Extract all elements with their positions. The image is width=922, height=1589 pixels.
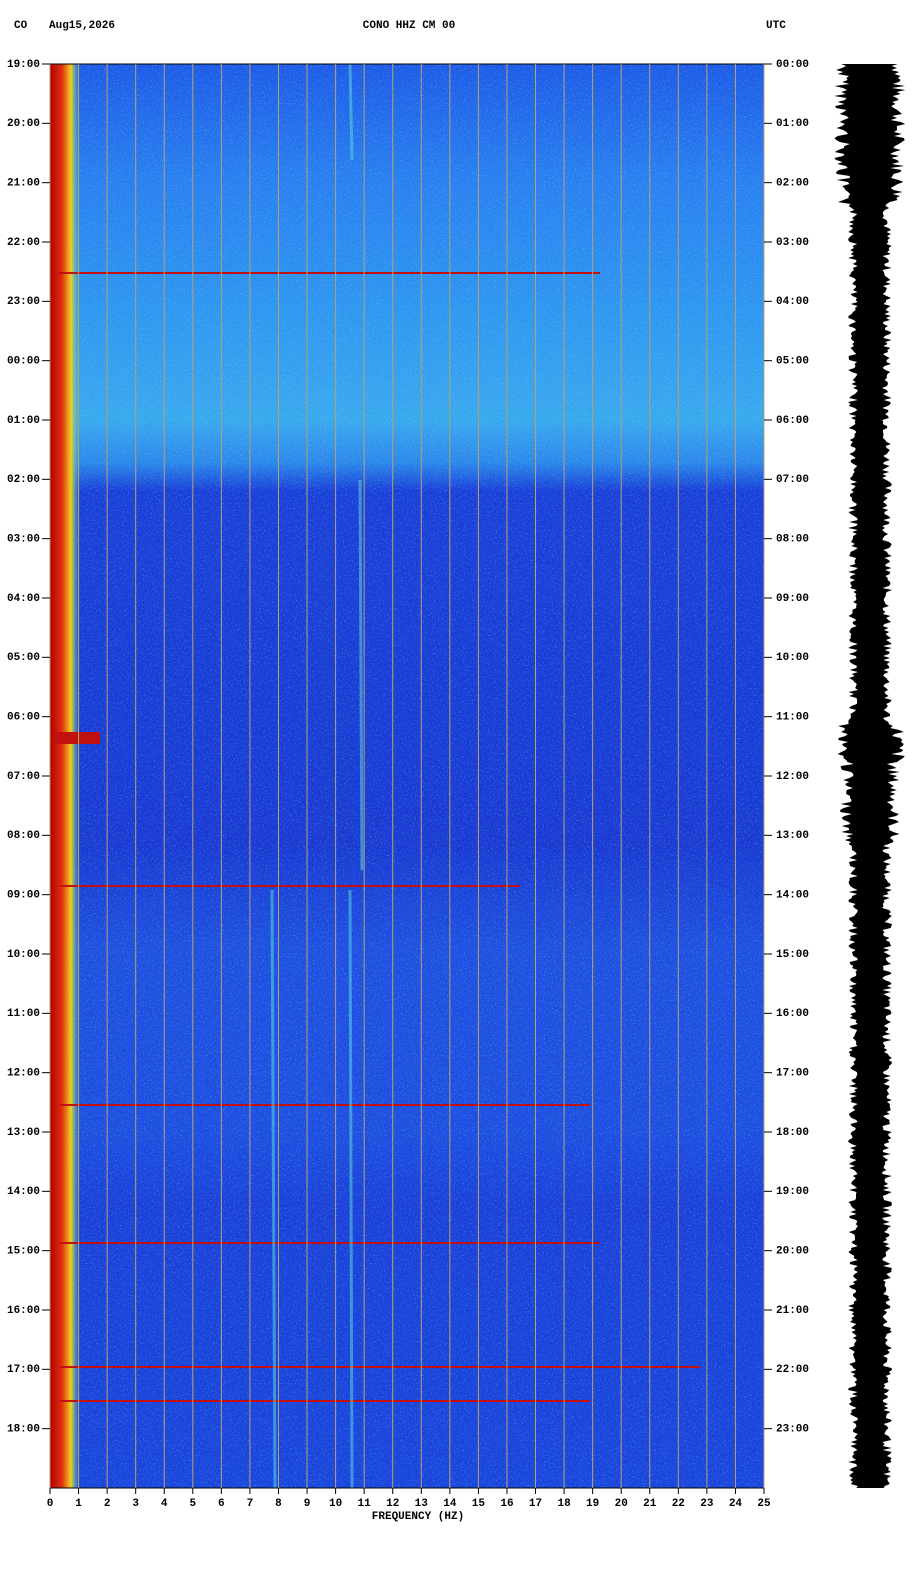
chart-title: CONO HHZ CM 00 [363,20,455,32]
y-tick-label: 02:00 [7,474,40,486]
x-axis-title: FREQUENCY (HZ) [372,1511,464,1523]
y-tick-label: 01:00 [7,415,40,427]
x-tick-label: 15 [472,1498,486,1510]
y2-tick-label: 15:00 [776,949,809,961]
x-tick-label: 20 [615,1498,628,1510]
y2-tick-label: 06:00 [776,415,809,427]
x-tick-label: 22 [672,1498,685,1510]
tremor-lines [270,63,364,1489]
y-tick-label: 22:00 [7,237,40,249]
x-tick-label: 1 [75,1498,82,1510]
y-tick-label: 19:00 [7,59,40,71]
y-tick-label: 09:00 [7,890,40,902]
y-tick-label: 14:00 [7,1186,40,1198]
x-tick-label: 24 [729,1498,743,1510]
x-tick-label: 2 [104,1498,111,1510]
event-lines [55,272,700,1402]
x-tick-label: 25 [757,1498,771,1510]
y2-tick-label: 17:00 [776,1068,809,1080]
y2-tick-label: 20:00 [776,1246,809,1258]
y2-tick-label: 14:00 [776,890,809,902]
x-tick-label: 13 [415,1498,429,1510]
y-tick-label: 18:00 [7,1424,40,1436]
y2-tick-label: 16:00 [776,1008,809,1020]
seismogram-trace [834,64,906,1488]
y-tick-label: 13:00 [7,1127,40,1139]
x-tick-label: 19 [586,1498,599,1510]
y-tick-label: 10:00 [7,949,40,961]
y2-tick-label: 19:00 [776,1186,809,1198]
y2-tick-label: 10:00 [776,652,809,664]
y2-tick-label: 01:00 [776,118,809,130]
x-tick-label: 21 [643,1498,657,1510]
y-tick-label: 06:00 [7,712,40,724]
y2-tick-label: 00:00 [776,59,809,71]
y-tick-label: 03:00 [7,534,40,546]
x-tick-label: 14 [443,1498,457,1510]
spectrogram [50,63,764,1489]
y2-tick-label: 09:00 [776,593,809,605]
y-tick-label: 17:00 [7,1364,40,1376]
x-tick-label: 0 [47,1498,54,1510]
y2-tick-label: 12:00 [776,771,809,783]
low-frequency-band [50,64,80,1488]
y2-tick-label: 07:00 [776,474,809,486]
y2-tick-label: 13:00 [776,830,809,842]
timezone: UTC [766,20,786,32]
y-tick-label: 05:00 [7,652,40,664]
y-tick-label: 04:00 [7,593,40,605]
y-tick-label: 08:00 [7,830,40,842]
y-tick-label: 11:00 [7,1008,40,1020]
x-tick-label: 8 [275,1498,282,1510]
x-tick-label: 3 [132,1498,139,1510]
y2-tick-label: 03:00 [776,237,809,249]
y2-tick-label: 02:00 [776,178,809,190]
y-tick-label: 21:00 [7,178,40,190]
x-tick-label: 9 [304,1498,311,1510]
x-tick-label: 18 [557,1498,571,1510]
y-tick-label: 16:00 [7,1305,40,1317]
y-tick-label: 23:00 [7,296,40,308]
y2-tick-label: 21:00 [776,1305,809,1317]
x-tick-label: 7 [247,1498,254,1510]
x-tick-label: 5 [189,1498,196,1510]
y2-tick-label: 23:00 [776,1424,809,1436]
x-tick-label: 10 [329,1498,342,1510]
y-tick-label: 20:00 [7,118,40,130]
x-tick-label: 12 [386,1498,399,1510]
y2-tick-label: 18:00 [776,1127,809,1139]
y-tick-label: 00:00 [7,356,40,368]
date: Aug15,2026 [49,20,115,32]
x-tick-label: 4 [161,1498,168,1510]
y2-tick-label: 11:00 [776,712,809,724]
x-tick-label: 16 [500,1498,513,1510]
y-tick-label: 07:00 [7,771,40,783]
network: CO [14,20,28,32]
y2-tick-label: 04:00 [776,296,809,308]
y2-tick-label: 22:00 [776,1364,809,1376]
y2-tick-label: 08:00 [776,534,809,546]
x-tick-label: 11 [358,1498,372,1510]
x-tick-label: 23 [700,1498,714,1510]
y2-tick-label: 05:00 [776,356,809,368]
x-tick-label: 17 [529,1498,542,1510]
spectrogram-noise [50,64,764,1488]
y-tick-label: 15:00 [7,1246,40,1258]
x-tick-label: 6 [218,1498,225,1510]
y-tick-label: 12:00 [7,1068,40,1080]
